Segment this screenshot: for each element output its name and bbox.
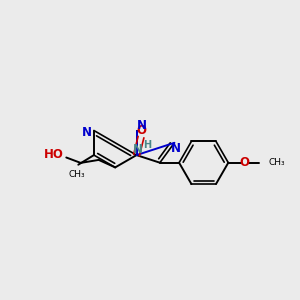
Text: O: O bbox=[136, 124, 146, 137]
Text: N: N bbox=[82, 125, 92, 139]
Text: HO: HO bbox=[44, 148, 64, 161]
Text: H: H bbox=[143, 140, 151, 150]
Text: N: N bbox=[133, 142, 143, 156]
Text: CH₃: CH₃ bbox=[68, 170, 85, 179]
Text: CH₃: CH₃ bbox=[268, 158, 285, 167]
Text: O: O bbox=[239, 156, 249, 169]
Text: N: N bbox=[137, 119, 147, 133]
Text: N: N bbox=[171, 142, 181, 155]
